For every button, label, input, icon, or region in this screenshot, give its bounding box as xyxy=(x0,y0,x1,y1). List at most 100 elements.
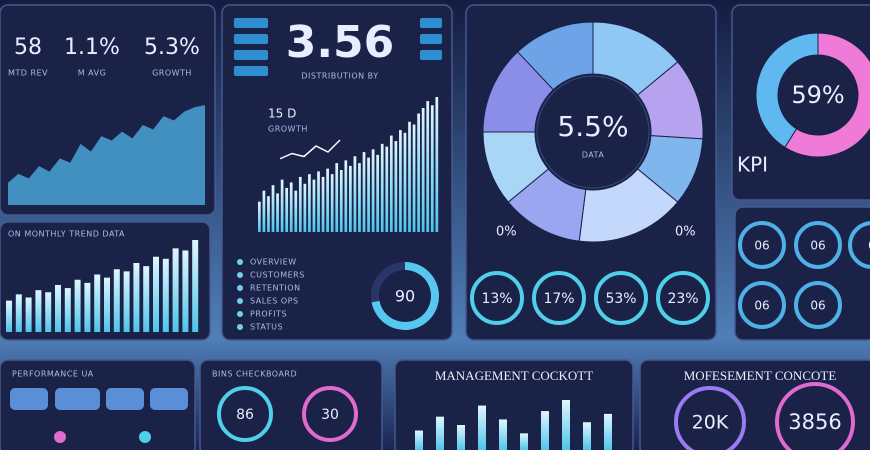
bar xyxy=(298,176,302,232)
bar xyxy=(583,422,591,450)
bar xyxy=(389,135,393,232)
concept-title: MOFESEMENT CONCOTE xyxy=(684,368,837,383)
bar xyxy=(35,290,42,332)
bar xyxy=(399,130,402,232)
bar xyxy=(362,152,366,232)
bar xyxy=(15,294,22,332)
ring-label: 06 xyxy=(754,239,769,253)
kpi-value: 58 xyxy=(14,35,42,60)
ring-label: 06 xyxy=(810,299,825,313)
donut-label: 59% xyxy=(791,81,844,109)
tag-boxes xyxy=(234,18,442,76)
trend-title: ON MONTHLY TREND DATA xyxy=(8,230,125,239)
bar xyxy=(55,284,61,332)
ring-label: 3856 xyxy=(788,410,841,434)
bar xyxy=(45,292,52,332)
corner-label: 0% xyxy=(496,225,517,240)
bar xyxy=(435,97,439,232)
bar xyxy=(367,157,370,232)
ring-label: 30 xyxy=(321,407,339,423)
bar xyxy=(271,185,275,232)
bar xyxy=(317,171,320,232)
bar xyxy=(380,143,384,232)
corner-label: 0% xyxy=(675,225,696,240)
bar xyxy=(6,300,12,332)
ring xyxy=(217,386,273,442)
bar xyxy=(133,263,140,332)
ring xyxy=(738,281,786,329)
bar xyxy=(358,163,361,232)
bar xyxy=(276,193,279,232)
bar xyxy=(321,176,325,232)
ring-label: 17% xyxy=(543,291,574,307)
ring xyxy=(594,271,648,325)
kpi-label: GROWTH xyxy=(152,69,192,78)
bar xyxy=(280,179,284,232)
bar xyxy=(104,277,110,332)
ring-label: 13% xyxy=(481,291,512,307)
ring-label: 20K xyxy=(692,412,729,434)
bar xyxy=(258,201,261,232)
dot[interactable] xyxy=(139,431,151,443)
bar xyxy=(408,121,411,232)
bar xyxy=(330,174,334,232)
action-buttons[interactable] xyxy=(10,388,188,443)
bar xyxy=(267,196,270,232)
bar xyxy=(403,132,407,232)
legend-item: CUSTOMERS xyxy=(250,271,305,280)
legend-dot xyxy=(237,298,243,304)
bar xyxy=(74,279,81,332)
bar xyxy=(376,154,380,232)
actions-title: PERFORMANCE UA xyxy=(12,370,94,379)
legend-dot xyxy=(237,311,243,317)
donut-hole xyxy=(536,75,650,189)
bar xyxy=(562,400,570,450)
dot[interactable] xyxy=(54,431,66,443)
cockpit-title: MANAGEMENT COCKOTT xyxy=(435,368,593,383)
ring xyxy=(656,271,710,325)
bar xyxy=(604,413,612,450)
bar xyxy=(192,240,199,332)
legend-item: RETENTION xyxy=(250,284,301,293)
kpi-label: MTD REV xyxy=(8,69,48,78)
ring-label: 06 xyxy=(810,239,825,253)
ring xyxy=(775,382,855,450)
ring xyxy=(302,386,358,442)
button[interactable] xyxy=(106,388,144,410)
bar xyxy=(415,430,423,450)
ring xyxy=(794,281,842,329)
area xyxy=(8,105,205,205)
legend-sub: GROWTH xyxy=(268,125,308,134)
bar xyxy=(371,149,375,232)
bar xyxy=(421,108,425,232)
bar xyxy=(426,101,430,232)
ring xyxy=(674,386,746,450)
button[interactable] xyxy=(150,388,188,410)
bar xyxy=(430,105,434,232)
bar xyxy=(417,113,420,232)
bar xyxy=(541,411,549,450)
bar xyxy=(312,179,316,232)
ring xyxy=(532,271,586,325)
kpi-value: 1.1% xyxy=(64,35,120,60)
bar xyxy=(84,282,91,332)
kpi-title: KPI xyxy=(737,153,768,177)
bar xyxy=(285,187,289,232)
bar xyxy=(436,416,444,450)
bar xyxy=(262,190,266,232)
ring xyxy=(470,271,524,325)
ring xyxy=(848,221,870,269)
ring xyxy=(794,221,842,269)
button[interactable] xyxy=(55,388,100,410)
legend-label: 15 D xyxy=(268,107,296,121)
bar xyxy=(394,141,398,232)
line xyxy=(279,139,341,160)
donut-center: 5.5% xyxy=(557,110,628,143)
bar xyxy=(478,405,486,450)
bar xyxy=(113,269,120,332)
donut-caption: DATA xyxy=(582,151,605,160)
button[interactable] xyxy=(10,388,48,410)
bar xyxy=(353,156,357,232)
